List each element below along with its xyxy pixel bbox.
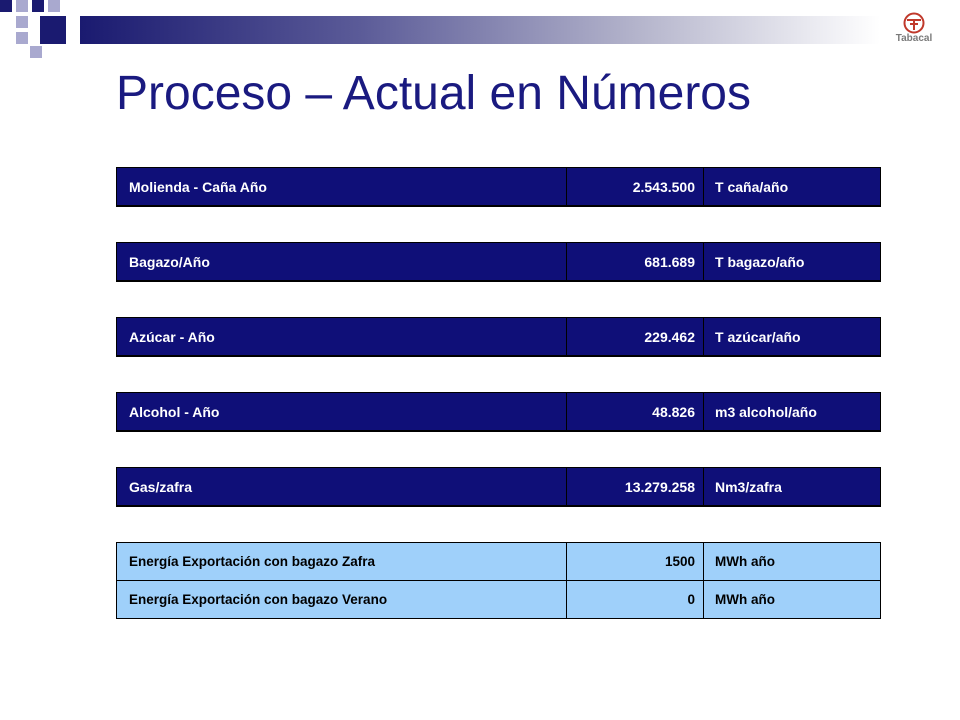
table-row: Azúcar - Año 229.462 T azúcar/año <box>116 317 881 357</box>
table-row: Bagazo/Año 681.689 T bagazo/año <box>116 242 881 282</box>
table-bagazo: Bagazo/Año 681.689 T bagazo/año <box>116 242 881 282</box>
row-label: Azúcar - Año <box>116 317 567 357</box>
logo-text: Tabacal <box>895 33 933 44</box>
row-unit: MWh año <box>703 542 881 581</box>
row-label: Bagazo/Año <box>116 242 567 282</box>
table-energia: Energía Exportación con bagazo Zafra 150… <box>116 542 881 619</box>
table-row: Energía Exportación con bagazo Zafra 150… <box>116 542 881 581</box>
decor-square-light-5 <box>30 46 42 58</box>
row-label: Molienda - Caña Año <box>116 167 567 207</box>
row-unit: T azúcar/año <box>703 317 881 357</box>
decor-square-navy-2 <box>32 0 44 12</box>
tabacal-logo: Tabacal <box>884 12 944 48</box>
table-row: Energía Exportación con bagazo Verano 0 … <box>116 580 881 619</box>
decor-square-light-4 <box>16 32 28 44</box>
row-label: Alcohol - Año <box>116 392 567 432</box>
decor-square-light-2 <box>16 16 28 28</box>
row-unit: MWh año <box>703 580 881 619</box>
row-unit: T caña/año <box>703 167 881 207</box>
table-alcohol: Alcohol - Año 48.826 m3 alcohol/año <box>116 392 881 432</box>
row-label: Gas/zafra <box>116 467 567 507</box>
page-title: Proceso – Actual en Números <box>116 67 751 120</box>
decor-square-navy-1 <box>0 0 12 12</box>
row-value: 2.543.500 <box>566 167 704 207</box>
table-gas: Gas/zafra 13.279.258 Nm3/zafra <box>116 467 881 507</box>
row-value: 1500 <box>566 542 704 581</box>
row-unit: Nm3/zafra <box>703 467 881 507</box>
row-value: 13.279.258 <box>566 467 704 507</box>
header-gradient-bar <box>80 16 880 44</box>
row-label: Energía Exportación con bagazo Verano <box>116 580 567 619</box>
table-azucar: Azúcar - Año 229.462 T azúcar/año <box>116 317 881 357</box>
table-row: Alcohol - Año 48.826 m3 alcohol/año <box>116 392 881 432</box>
decor-square-light-3 <box>48 0 60 12</box>
row-value: 229.462 <box>566 317 704 357</box>
table-row: Gas/zafra 13.279.258 Nm3/zafra <box>116 467 881 507</box>
table-molienda: Molienda - Caña Año 2.543.500 T caña/año <box>116 167 881 207</box>
row-unit: T bagazo/año <box>703 242 881 282</box>
row-value: 48.826 <box>566 392 704 432</box>
decor-square-navy-3 <box>40 16 66 44</box>
tabacal-logo-icon <box>903 12 925 34</box>
decor-square-light-1 <box>16 0 28 12</box>
row-unit: m3 alcohol/año <box>703 392 881 432</box>
row-value: 0 <box>566 580 704 619</box>
table-row: Molienda - Caña Año 2.543.500 T caña/año <box>116 167 881 207</box>
row-label: Energía Exportación con bagazo Zafra <box>116 542 567 581</box>
row-value: 681.689 <box>566 242 704 282</box>
